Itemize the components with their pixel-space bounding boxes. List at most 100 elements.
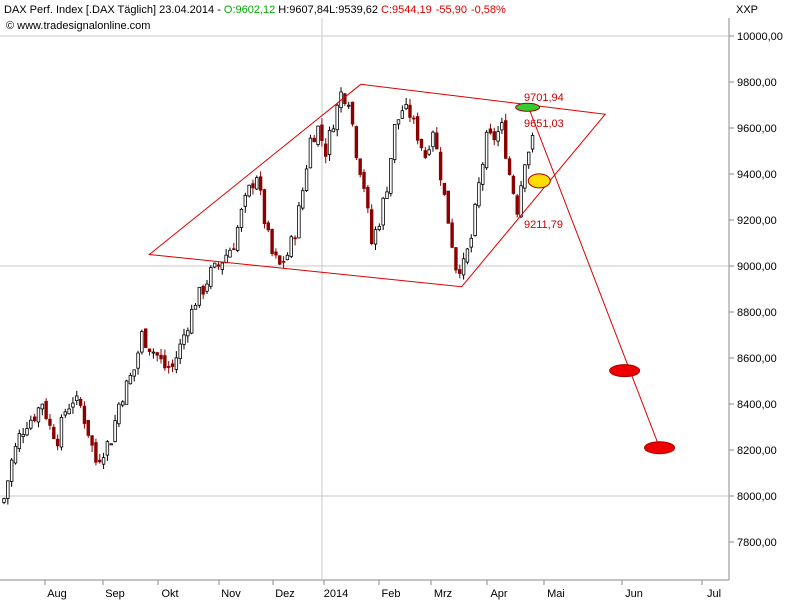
candle-body-31 [121, 401, 125, 406]
candle-body-101 [389, 157, 393, 194]
candle-body-5 [21, 434, 25, 437]
candle-body-59 [228, 249, 232, 258]
candle-body-14 [55, 438, 60, 447]
y-tick-label-0: 7800,00 [737, 537, 777, 549]
candle-body-50 [193, 304, 198, 310]
candle-body-61 [235, 227, 240, 251]
candle-body-44 [170, 363, 175, 367]
candle-body-77 [297, 205, 301, 239]
candle-body-135 [519, 185, 523, 218]
candle-body-40 [155, 352, 159, 356]
candle-body-9 [36, 407, 41, 423]
candle-body-57 [220, 262, 225, 270]
candle-body-118 [454, 247, 458, 271]
candle-body-0 [2, 498, 6, 503]
candle-body-105 [404, 103, 408, 110]
candle-body-102 [392, 123, 397, 161]
candle-body-89 [343, 93, 347, 105]
candle-body-25 [98, 459, 102, 463]
candle-body-13 [52, 426, 56, 440]
x-axis: Aug Sep Okt Nov Dez 2014 Feb Mrz Apr Mai Jun Jul [44, 580, 721, 600]
candle-body-103 [396, 119, 401, 125]
candle-body-4 [17, 433, 22, 450]
x-tick-label-7: Mrz [434, 588, 452, 600]
candle-body-78 [301, 190, 305, 209]
x-tick-label-11: Jul [707, 588, 721, 600]
y-tick-label-5: 8800,00 [737, 307, 777, 319]
candle-body-104 [400, 110, 405, 119]
candle-body-58 [224, 254, 228, 264]
candle-body-1 [6, 480, 10, 499]
x-tick-label-10: Jun [625, 588, 643, 600]
candle-body-35 [136, 352, 140, 369]
candle-body-113 [435, 132, 439, 150]
candle-body-53 [205, 283, 209, 292]
green-marker-0 [515, 102, 541, 112]
candle-body-41 [159, 354, 163, 360]
candle-body-22 [86, 419, 90, 436]
candle-body-86 [331, 128, 336, 133]
annotation-label-2: 9211,79 [524, 219, 563, 231]
candle-body-82 [316, 125, 320, 145]
candle-body-63 [243, 194, 247, 207]
candle-body-79 [304, 168, 309, 191]
candle-body-97 [373, 229, 378, 245]
red-marker-3 [644, 441, 676, 455]
candle-body-15 [59, 416, 64, 448]
candle-body-37 [144, 328, 148, 348]
candle-body-109 [419, 138, 424, 149]
header-title: DAX Perf. Index [.DAX Täglich] 23.04.201… [4, 4, 224, 16]
candle-body-39 [151, 351, 156, 354]
candle-body-28 [109, 443, 113, 446]
y-tick-label-9: 9600,00 [737, 123, 777, 135]
x-tick-label-0: Aug [47, 588, 67, 600]
y-tick-label-7: 9200,00 [737, 215, 777, 227]
candle-body-73 [281, 260, 286, 263]
candle-body-81 [312, 137, 316, 143]
x-tick-label-2: Okt [161, 588, 178, 600]
header-line: DAX Perf. Index [.DAX Täglich] 23.04.201… [4, 4, 506, 16]
annotation-label-0: 9701,94 [524, 92, 564, 104]
candle-body-94 [362, 171, 366, 189]
red-marker-2 [609, 364, 641, 378]
candle-body-111 [427, 149, 431, 155]
header-open: O:9602,12 [224, 4, 275, 16]
candle-body-56 [216, 264, 221, 267]
candle-body-55 [212, 262, 217, 268]
candle-body-95 [366, 186, 370, 209]
candle-body-90 [346, 104, 351, 107]
annotation-label-1: 9651,03 [524, 118, 564, 130]
candle-body-117 [450, 222, 454, 248]
candle-body-32 [124, 380, 129, 405]
header-change-pct: -0,58% [471, 4, 506, 16]
candle-body-76 [293, 237, 297, 240]
candle-body-52 [201, 285, 205, 295]
price-annotations: 9701,94 9651,03 9211,79 [524, 92, 564, 231]
x-tick-label-5: 2014 [324, 588, 348, 600]
target-line [527, 104, 661, 448]
candle-body-98 [377, 225, 382, 231]
candle-body-96 [369, 209, 374, 244]
candle-body-26 [101, 457, 106, 465]
candle-body-127 [488, 128, 493, 134]
candle-body-72 [278, 255, 282, 265]
candle-body-123 [473, 204, 477, 237]
candle-body-47 [182, 334, 186, 345]
candle-body-74 [285, 254, 290, 261]
candle-body-68 [262, 189, 267, 225]
x-tick-label-6: Feb [382, 588, 401, 600]
candle-body-16 [63, 411, 67, 416]
candle-body-10 [40, 403, 44, 410]
candle-body-8 [32, 416, 37, 422]
candle-body-33 [128, 375, 133, 385]
candle-body-80 [308, 137, 313, 169]
symbol-label: XXP [736, 4, 758, 16]
candle-body-49 [189, 309, 194, 334]
candle-body-106 [408, 104, 412, 118]
candle-body-138 [530, 135, 535, 150]
grid [0, 18, 729, 580]
x-tick-label-3: Nov [221, 588, 241, 600]
candle-body-7 [29, 419, 33, 429]
candle-body-100 [385, 191, 389, 199]
